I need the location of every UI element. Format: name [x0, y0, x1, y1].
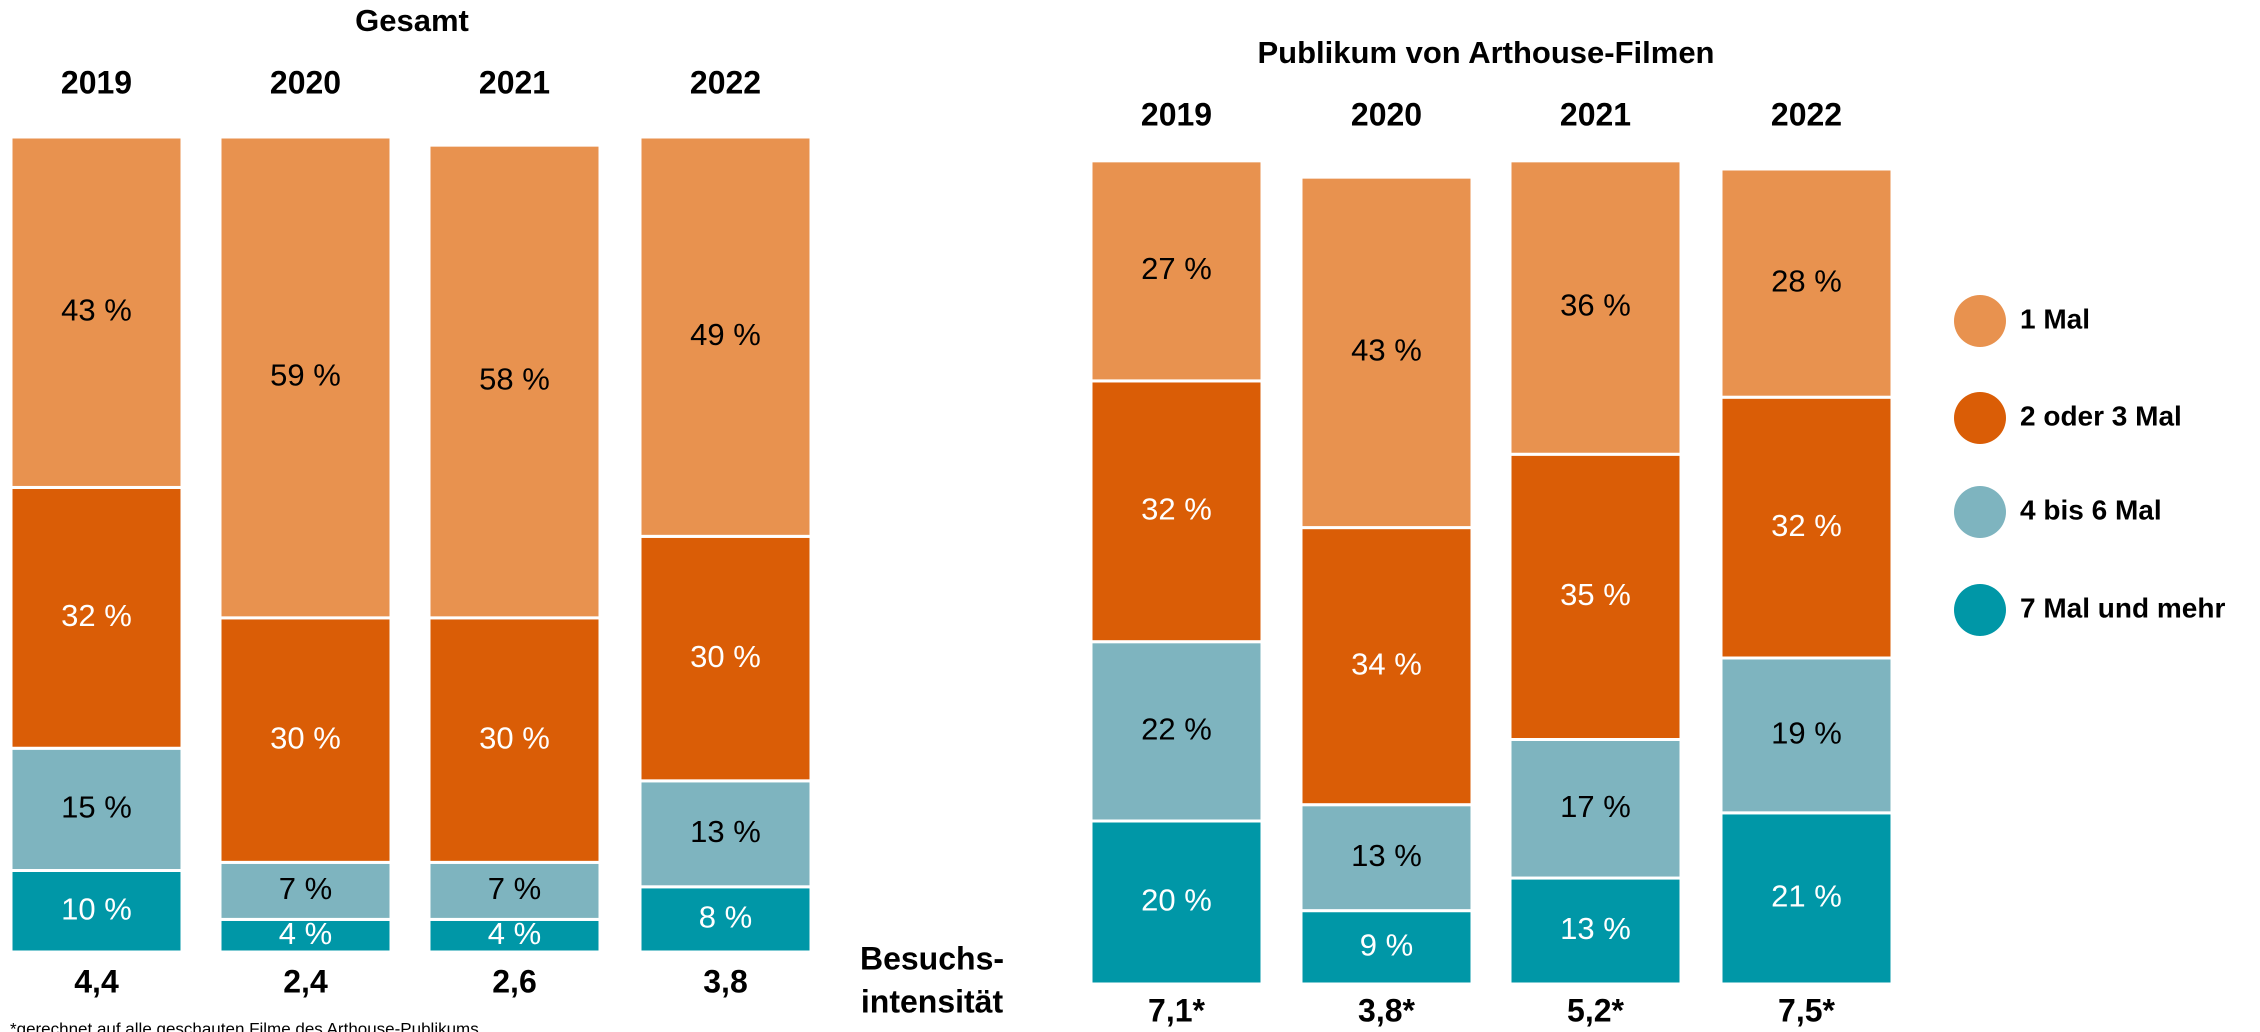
bar-segment — [427, 616, 602, 864]
bar-segment — [1089, 640, 1264, 823]
value-label: 20 % — [1141, 883, 1212, 918]
bar-label: 4,4 — [74, 963, 119, 999]
x-tick-label: 2020 — [270, 64, 341, 100]
value-label: 59 % — [270, 358, 341, 393]
bar-segment — [427, 143, 602, 620]
annotation: Besuchs- — [860, 940, 1004, 976]
value-label: 22 % — [1141, 712, 1212, 747]
annotation: intensität — [861, 983, 1004, 1019]
x-tick-label: 2021 — [479, 64, 550, 100]
bar-segment — [1508, 876, 1683, 986]
legend-label: 2 oder 3 Mal — [2020, 400, 2182, 431]
x-tick-label: 2019 — [61, 64, 132, 100]
bar-label: 2,6 — [492, 963, 536, 999]
value-label: 9 % — [1360, 928, 1413, 963]
bar-segment — [638, 135, 813, 538]
bar-segment — [1089, 159, 1264, 383]
bar-segment — [1508, 738, 1683, 880]
bar-label: 3,8 — [703, 963, 747, 999]
value-label: 19 % — [1771, 716, 1842, 751]
value-label: 32 % — [1771, 508, 1842, 543]
value-label: 21 % — [1771, 879, 1842, 914]
legend-label: 7 Mal und mehr — [2020, 592, 2225, 623]
value-label: 30 % — [270, 720, 341, 755]
bar-segment — [427, 917, 602, 954]
bar-label: 3,8* — [1358, 992, 1415, 1028]
value-label: 15 % — [61, 790, 132, 825]
value-label: 58 % — [479, 362, 550, 397]
value-label: 17 % — [1560, 789, 1631, 824]
bar-segment — [1089, 379, 1264, 644]
bar-segment — [1299, 175, 1474, 530]
footnote: *gerechnet auf alle geschauten Filme des… — [10, 1019, 479, 1032]
bar-label: 5,2* — [1567, 992, 1624, 1028]
value-label: 4 % — [279, 916, 332, 951]
legend-label: 4 bis 6 Mal — [2020, 494, 2162, 525]
x-tick-label: 2019 — [1141, 96, 1212, 132]
bar-segment — [9, 869, 184, 954]
legend-swatch — [1954, 584, 2006, 636]
bar-segment — [1508, 159, 1683, 456]
value-label: 34 % — [1351, 646, 1422, 681]
value-label: 49 % — [690, 317, 761, 352]
bar-segment — [1089, 819, 1264, 986]
value-label: 8 % — [699, 900, 752, 935]
value-label: 32 % — [1141, 491, 1212, 526]
value-label: 43 % — [61, 292, 132, 327]
bar-segment — [638, 885, 813, 954]
bar-segment — [1508, 452, 1683, 741]
bar-segment — [218, 135, 393, 620]
value-label: 7 % — [279, 871, 332, 906]
bar-segment — [218, 616, 393, 864]
value-label: 13 % — [1351, 838, 1422, 873]
x-tick-label: 2021 — [1560, 96, 1631, 132]
chart-title: Publikum von Arthouse-Filmen — [1258, 35, 1715, 70]
value-label: 13 % — [690, 814, 761, 849]
value-label: 30 % — [479, 720, 550, 755]
value-label: 7 % — [488, 871, 541, 906]
bar-segment — [1719, 656, 1894, 815]
value-label: 30 % — [690, 639, 761, 674]
legend-swatch — [1954, 486, 2006, 538]
bar-segment — [427, 860, 602, 921]
x-tick-label: 2022 — [1771, 96, 1842, 132]
value-label: 28 % — [1771, 263, 1842, 298]
value-label: 36 % — [1560, 288, 1631, 323]
bar-segment — [9, 135, 184, 489]
legend-swatch — [1954, 295, 2006, 347]
value-label: 27 % — [1141, 251, 1212, 286]
bar-segment — [1719, 811, 1894, 986]
bar-label: 7,5* — [1778, 992, 1835, 1028]
bar-label: 2,4 — [283, 963, 328, 999]
bar-segment — [638, 534, 813, 783]
value-label: 4 % — [488, 916, 541, 951]
bar-label: 7,1* — [1148, 992, 1205, 1028]
x-tick-label: 2020 — [1351, 96, 1422, 132]
legend-swatch — [1954, 392, 2006, 444]
chart-title: Gesamt — [355, 3, 469, 38]
value-label: 43 % — [1351, 333, 1422, 368]
value-label: 13 % — [1560, 911, 1631, 946]
x-tick-label: 2022 — [690, 64, 761, 100]
bar-segment — [9, 746, 184, 872]
value-label: 32 % — [61, 598, 132, 633]
legend-label: 1 Mal — [2020, 303, 2090, 334]
value-label: 10 % — [61, 891, 132, 926]
bar-segment — [1299, 526, 1474, 807]
bar-segment — [218, 860, 393, 921]
value-label: 35 % — [1560, 577, 1631, 612]
bar-segment — [1719, 167, 1894, 399]
